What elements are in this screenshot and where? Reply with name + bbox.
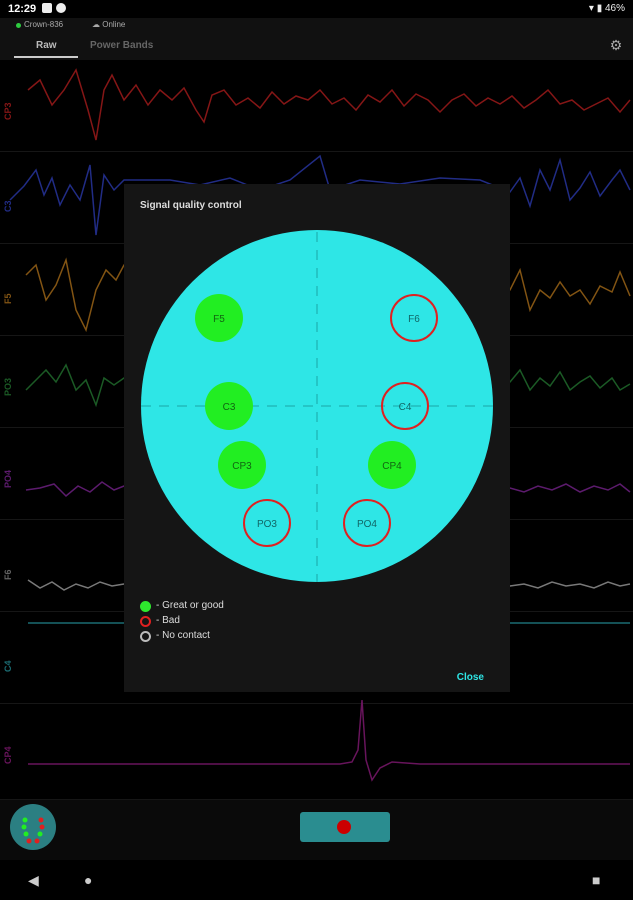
electrode-po4[interactable]: PO4: [343, 499, 391, 547]
electrode-cp4[interactable]: CP4: [368, 441, 416, 489]
electrode-label: F5: [213, 314, 225, 325]
trace-f5: [25, 257, 631, 333]
tab-indicator: [14, 56, 78, 58]
trace-cp4: [28, 699, 630, 782]
device-name: Crown-836: [24, 20, 64, 29]
trace-po3: [25, 363, 631, 408]
good-dot-icon: [140, 601, 151, 612]
head-map-icon[interactable]: [10, 804, 56, 850]
channel-row: CP4: [0, 704, 633, 800]
electrode-label: PO3: [257, 519, 277, 530]
battery-percent: 46%: [604, 3, 625, 14]
legend-no-contact: - No contact: [140, 629, 224, 644]
channel-row: CP3: [0, 60, 633, 152]
record-button[interactable]: [300, 812, 390, 842]
trace-po4: [25, 481, 631, 498]
legend-good: - Great or good: [140, 599, 224, 614]
electrode-c3[interactable]: C3: [205, 382, 253, 430]
tab-bar: Raw Power Bands: [0, 34, 633, 60]
battery-level: ▾ ▮ 46%: [588, 3, 625, 14]
status-time: 12:29: [8, 3, 37, 15]
electrode-label: F6: [408, 314, 420, 325]
mini-electrodes: [21, 817, 45, 844]
app-notification-icon: [56, 3, 66, 13]
connection-status: ☁ Online: [92, 20, 126, 29]
trace-c3: [9, 154, 631, 236]
system-nav-bar: ◀ ● ■: [0, 860, 633, 900]
electrode-label: CP3: [232, 461, 252, 472]
eeg-traces: [9, 68, 631, 782]
electrode-c4[interactable]: C4: [381, 382, 429, 430]
trace-f6: [27, 579, 631, 591]
head-map: F5 F6 C3 C4 CP3 CP4 PO3 PO4: [141, 230, 493, 582]
electrode-f6[interactable]: F6: [390, 294, 438, 342]
tab-raw[interactable]: Raw: [36, 40, 57, 51]
connection-status-text: Online: [102, 20, 126, 29]
quality-legend: - Great or good - Bad - No contact: [140, 599, 224, 644]
channel-row: C4: [0, 612, 633, 704]
electrode-label: PO4: [357, 519, 377, 530]
electrode-label: CP4: [382, 461, 402, 472]
recents-icon[interactable]: ■: [592, 872, 601, 888]
legend-bad: - Bad: [140, 614, 224, 629]
no-contact-ring-icon: [140, 631, 151, 642]
dialog-title: Signal quality control: [140, 200, 242, 211]
connection-dot-icon: [16, 23, 21, 28]
signal-quality-dialog: Signal quality control F5 F6 C3 C4 CP3 C…: [124, 184, 510, 692]
status-bar: 12:29 ▾ ▮ 46%: [0, 0, 633, 18]
close-button[interactable]: Close: [456, 672, 484, 683]
electrode-f5[interactable]: F5: [195, 294, 243, 342]
home-icon[interactable]: ●: [84, 872, 93, 888]
legend-good-label: - Great or good: [156, 600, 224, 611]
electrode-label: C4: [399, 402, 412, 413]
bottom-bar: [0, 800, 633, 860]
legend-none-label: - No contact: [156, 630, 210, 641]
electrode-label: C3: [223, 402, 236, 413]
gear-icon[interactable]: ⚙: [609, 37, 623, 53]
tab-power-bands[interactable]: Power Bands: [90, 40, 154, 51]
legend-bad-label: - Bad: [156, 615, 180, 626]
record-icon: [337, 820, 351, 834]
trace-cp3: [27, 68, 631, 141]
bad-ring-icon: [140, 616, 151, 627]
notification-icon: [42, 3, 52, 13]
electrode-po3[interactable]: PO3: [243, 499, 291, 547]
device-info-bar: Crown-836 ☁ Online: [0, 18, 633, 34]
electrode-cp3[interactable]: CP3: [218, 441, 266, 489]
back-icon[interactable]: ◀: [28, 872, 39, 888]
